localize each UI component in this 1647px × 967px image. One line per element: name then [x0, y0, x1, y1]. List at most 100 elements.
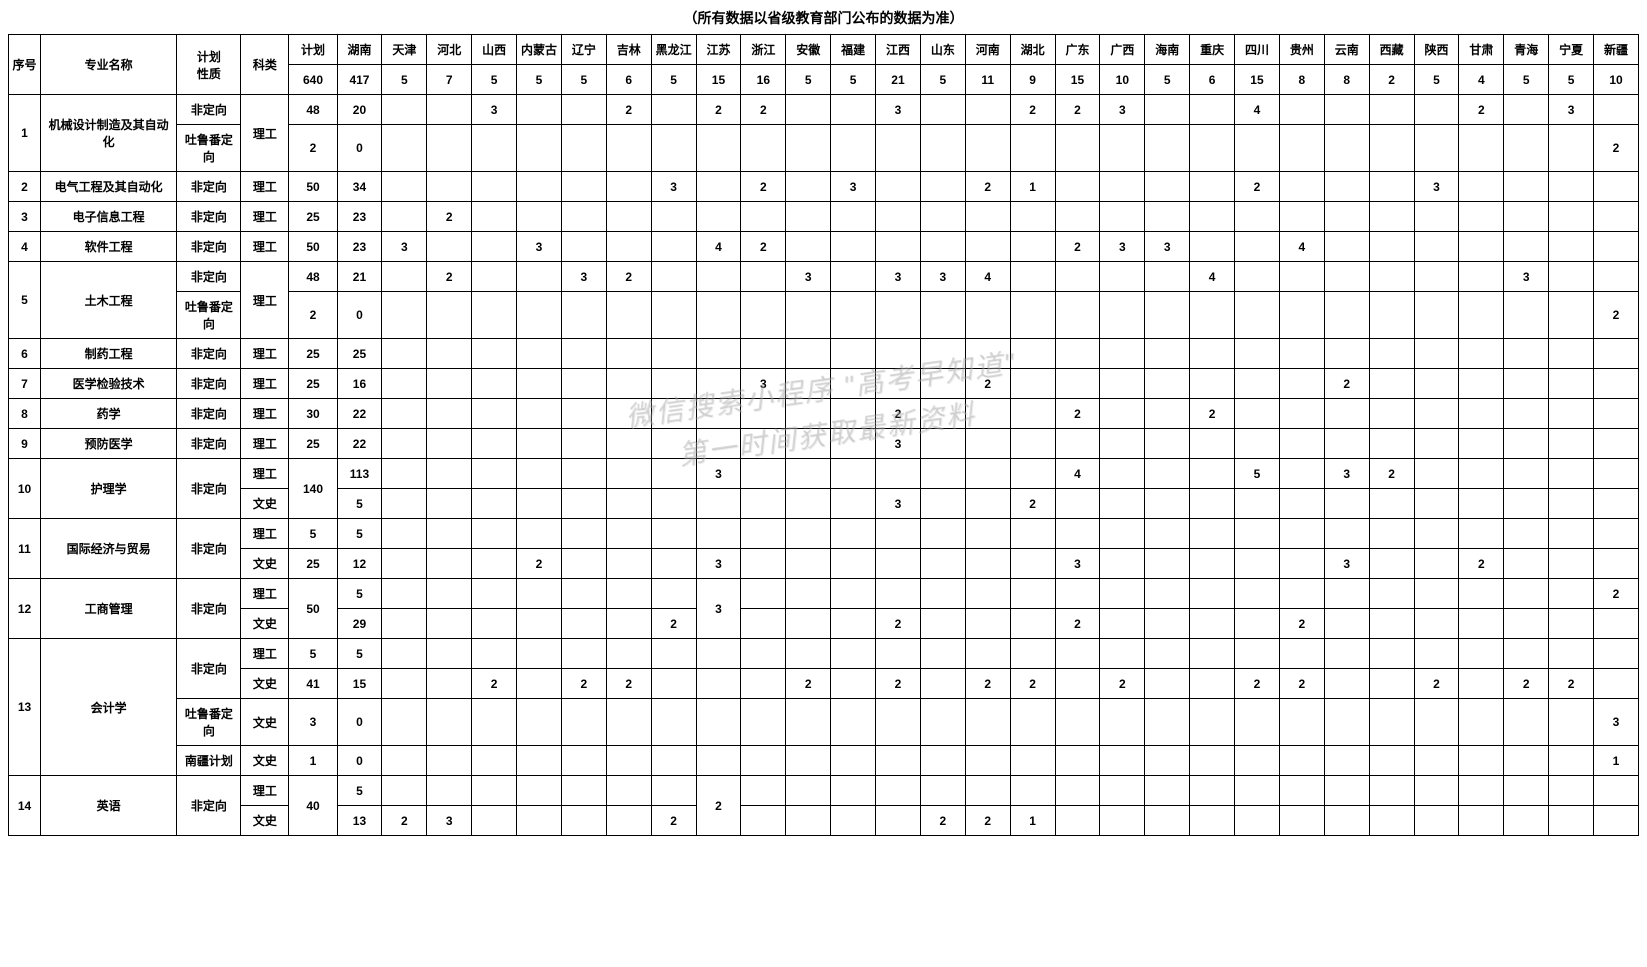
- cell-value: [1055, 519, 1100, 549]
- cell-value: [1279, 399, 1324, 429]
- cell-value: [1235, 339, 1280, 369]
- cell-value: [1324, 806, 1369, 836]
- cell-value: [786, 202, 831, 232]
- cell-value: [965, 292, 1010, 339]
- cell-value: 2: [696, 95, 741, 125]
- cell-value: [876, 549, 921, 579]
- cell-value: [1100, 806, 1145, 836]
- cell-value: [1549, 806, 1594, 836]
- cell-plan-type: 非定向: [177, 429, 241, 459]
- cell-value: [876, 339, 921, 369]
- cell-seq: 1: [9, 95, 41, 172]
- cell-subject: 文史: [241, 746, 289, 776]
- cell-plan: 50: [289, 579, 337, 639]
- cell-value: [606, 746, 651, 776]
- cell-value: 2: [1594, 125, 1639, 172]
- header-province: 四川: [1235, 35, 1280, 65]
- cell-value: [741, 339, 786, 369]
- cell-value: 15: [337, 669, 382, 699]
- cell-value: [831, 639, 876, 669]
- cell-value: [427, 232, 472, 262]
- cell-value: [1010, 579, 1055, 609]
- cell-value: 113: [337, 459, 382, 489]
- cell-value: [1010, 399, 1055, 429]
- cell-value: [1145, 746, 1190, 776]
- cell-value: [472, 489, 517, 519]
- cell-value: 2: [517, 549, 562, 579]
- cell-value: [561, 292, 606, 339]
- total-province: 6: [1190, 65, 1235, 95]
- cell-value: [965, 639, 1010, 669]
- cell-value: 0: [337, 125, 382, 172]
- total-province: 5: [517, 65, 562, 95]
- cell-value: 3: [876, 262, 921, 292]
- cell-value: [1145, 579, 1190, 609]
- cell-value: [1100, 776, 1145, 806]
- cell-subject: 理工: [241, 95, 289, 172]
- cell-value: [1594, 669, 1639, 699]
- cell-value: [517, 489, 562, 519]
- cell-major: 英语: [41, 776, 177, 836]
- cell-value: [876, 639, 921, 669]
- cell-value: [965, 776, 1010, 806]
- cell-value: [786, 609, 831, 639]
- cell-value: [876, 232, 921, 262]
- cell-value: [427, 125, 472, 172]
- header-province: 安徽: [786, 35, 831, 65]
- cell-plan-type: 非定向: [177, 202, 241, 232]
- cell-value: [786, 232, 831, 262]
- cell-value: [1279, 549, 1324, 579]
- cell-value: [561, 399, 606, 429]
- cell-value: [1414, 262, 1459, 292]
- cell-value: [831, 262, 876, 292]
- cell-value: [1369, 639, 1414, 669]
- cell-value: [1100, 746, 1145, 776]
- cell-value: [696, 699, 741, 746]
- cell-value: [1369, 172, 1414, 202]
- total-province: 10: [1594, 65, 1639, 95]
- cell-value: [920, 669, 965, 699]
- cell-plan: 1: [289, 746, 337, 776]
- header-province: 广西: [1100, 35, 1145, 65]
- cell-value: [1459, 172, 1504, 202]
- cell-value: 3: [876, 95, 921, 125]
- cell-value: [1145, 459, 1190, 489]
- cell-value: [561, 232, 606, 262]
- cell-value: [831, 699, 876, 746]
- cell-value: [1279, 519, 1324, 549]
- cell-value: 3: [1414, 172, 1459, 202]
- cell-value: [876, 202, 921, 232]
- cell-value: 2: [1279, 609, 1324, 639]
- cell-value: [1414, 429, 1459, 459]
- cell-value: [517, 639, 562, 669]
- cell-plan: 140: [289, 459, 337, 519]
- cell-value: [1279, 639, 1324, 669]
- cell-value: 3: [1145, 232, 1190, 262]
- cell-plan-type: 非定向: [177, 519, 241, 579]
- cell-value: [920, 339, 965, 369]
- cell-value: [920, 232, 965, 262]
- cell-value: [1235, 369, 1280, 399]
- total-province: 7: [427, 65, 472, 95]
- cell-value: 23: [337, 202, 382, 232]
- cell-value: 5: [337, 489, 382, 519]
- cell-value: [1369, 339, 1414, 369]
- cell-value: [1504, 339, 1549, 369]
- cell-value: 5: [337, 639, 382, 669]
- cell-value: [1324, 339, 1369, 369]
- cell-value: [1010, 292, 1055, 339]
- header-province: 海南: [1145, 35, 1190, 65]
- cell-value: [920, 519, 965, 549]
- cell-value: [1190, 339, 1235, 369]
- header-province: 青海: [1504, 35, 1549, 65]
- cell-value: [472, 232, 517, 262]
- cell-plan-type: 吐鲁番定向: [177, 699, 241, 746]
- cell-value: [1279, 776, 1324, 806]
- cell-value: [606, 339, 651, 369]
- cell-value: [1504, 95, 1549, 125]
- cell-value: [651, 292, 696, 339]
- cell-value: [1145, 639, 1190, 669]
- cell-value: [427, 519, 472, 549]
- cell-value: [1145, 172, 1190, 202]
- cell-value: [1190, 579, 1235, 609]
